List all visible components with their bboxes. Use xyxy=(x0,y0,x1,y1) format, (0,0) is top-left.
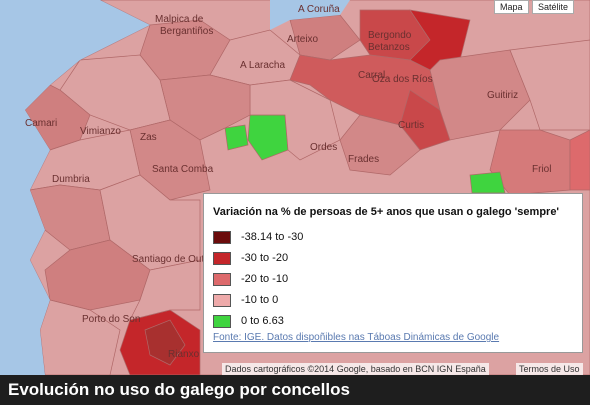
place-label: Guitiriz xyxy=(487,90,518,101)
place-label: Santiago de Oute xyxy=(132,254,210,265)
legend-label: -38.14 to -30 xyxy=(241,231,304,243)
attribution: Dados cartográficos ©2014 Google, basado… xyxy=(222,363,489,375)
legend-title: Variación na % de persoas de 5+ anos que… xyxy=(213,206,560,218)
place-label: Malpica de xyxy=(155,14,204,25)
place-label: Vimianzo xyxy=(80,126,121,137)
legend-swatch xyxy=(213,252,231,265)
satellite-button[interactable]: Satélite xyxy=(532,0,575,14)
place-label: Frades xyxy=(348,154,379,165)
place-label: Betanzos xyxy=(368,42,410,53)
place-label: Bergondo xyxy=(368,30,412,41)
place-label: Bergantiños xyxy=(160,26,213,37)
legend-swatch xyxy=(213,273,231,286)
place-label: Curtis xyxy=(398,120,424,131)
municipalities xyxy=(24,0,590,375)
legend-swatch xyxy=(213,315,231,328)
place-label: Friol xyxy=(532,164,551,175)
legend-label: -30 to -20 xyxy=(241,252,289,264)
place-label: Arteixo xyxy=(287,34,319,45)
place-label: Oza dos Ríos xyxy=(372,74,433,85)
place-label: Rianxo xyxy=(168,349,200,360)
legend-label: -20 to -10 xyxy=(241,273,289,285)
place-label: Carral xyxy=(358,70,385,81)
place-label: Ordes xyxy=(310,142,337,153)
legend-swatch xyxy=(213,231,231,244)
source-link[interactable]: Fonte: IGE. Datos dispoñibles nas Táboas… xyxy=(213,332,500,343)
place-label: A Laracha xyxy=(240,60,285,71)
legend-label: 0 to 6.63 xyxy=(241,315,284,327)
legend-label: -10 to 0 xyxy=(241,294,279,306)
map-button[interactable]: Mapa xyxy=(494,0,529,14)
legend: Variación na % de persoas de 5+ anos que… xyxy=(203,193,583,353)
legend-swatch xyxy=(213,294,231,307)
caption: Evolución no uso do galego por concellos xyxy=(0,375,590,405)
place-label: Camari xyxy=(25,118,57,129)
place-label: Zas xyxy=(140,132,157,143)
terms-link[interactable]: Termos de Uso xyxy=(516,363,583,375)
place-label: Porto do Son xyxy=(82,314,140,325)
place-label: Dumbria xyxy=(52,174,90,185)
place-label: Santa Comba xyxy=(152,164,214,175)
place-label: A Coruña xyxy=(298,4,340,15)
